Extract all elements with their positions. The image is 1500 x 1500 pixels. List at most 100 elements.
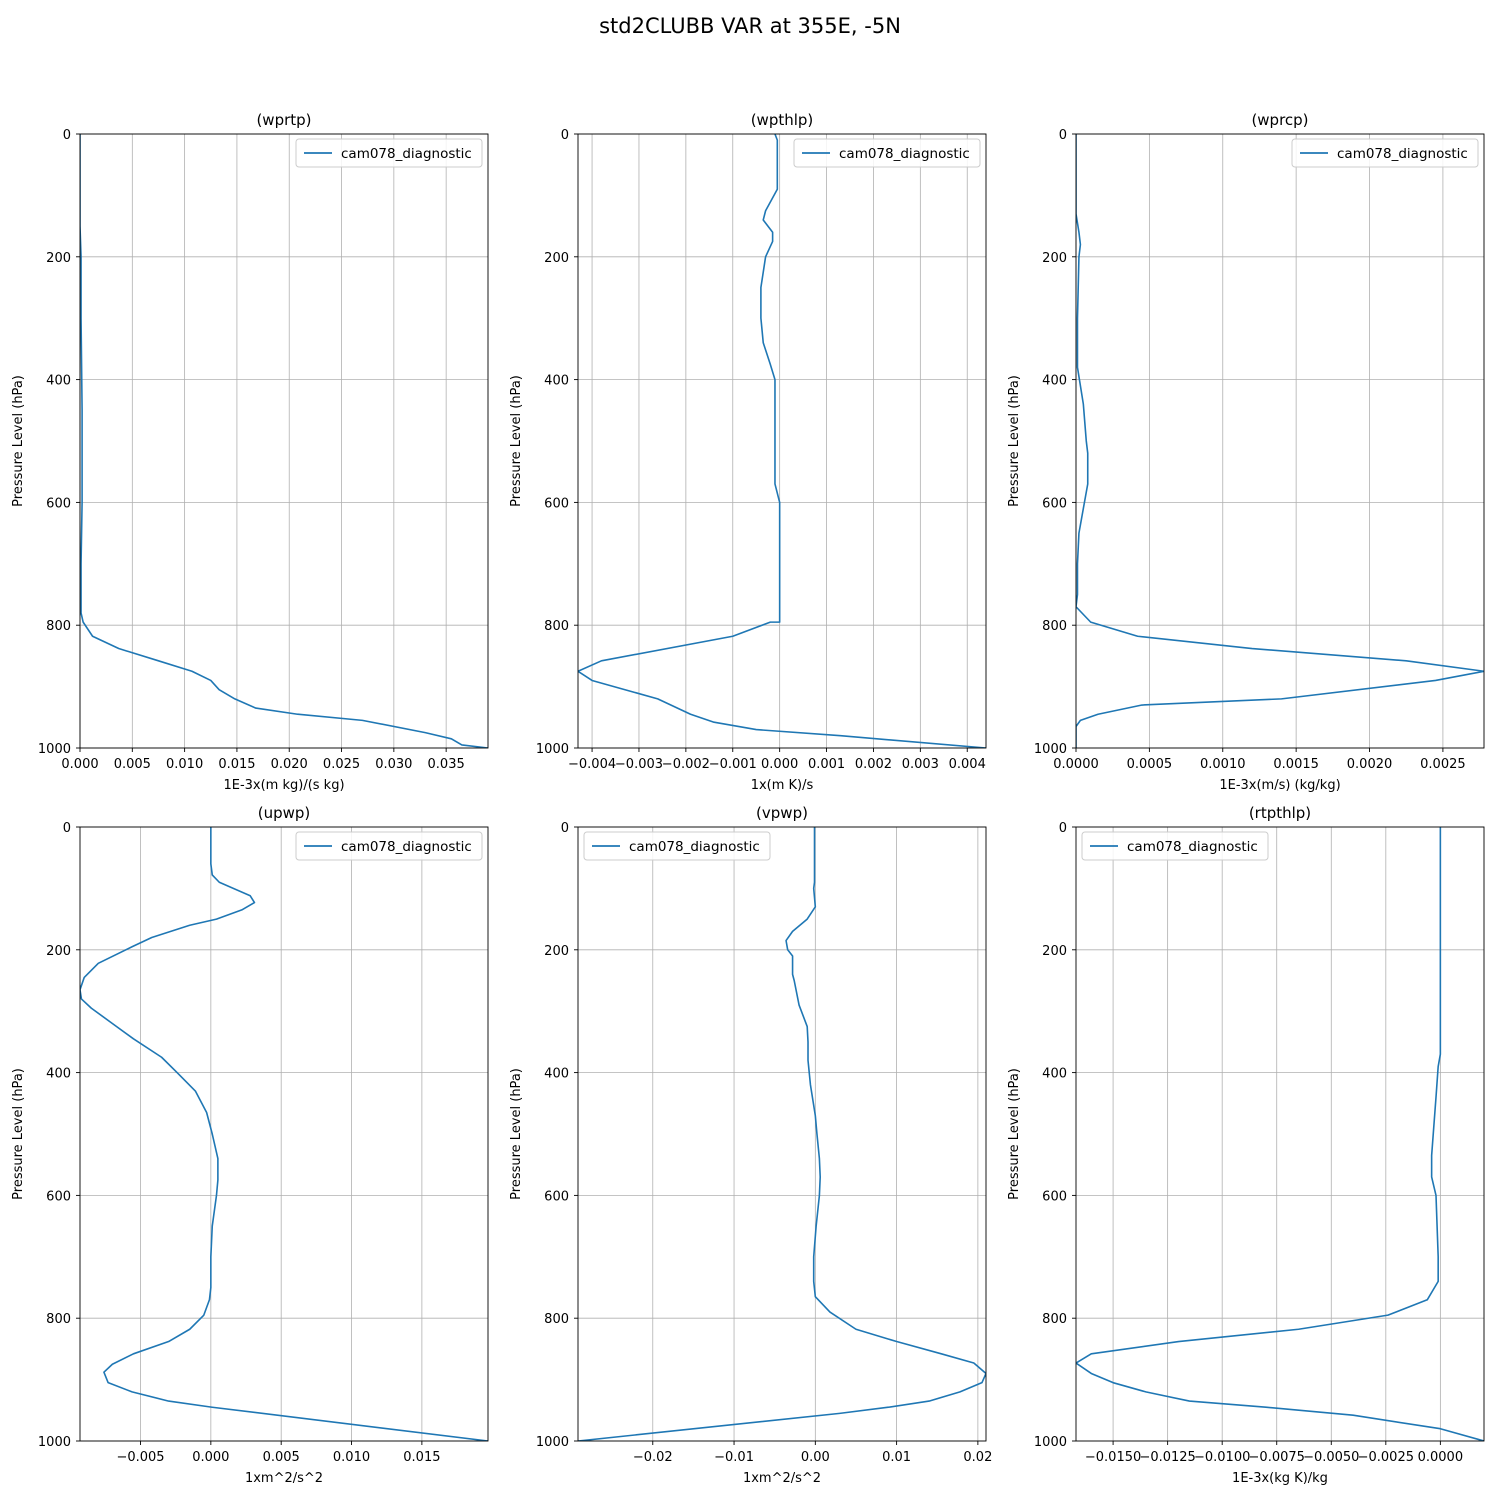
axes-frame [79,826,489,1442]
y-tick-label: 600 [46,1189,71,1204]
y-tick-label: 400 [544,374,569,389]
legend-label: cam078_diagnostic [341,146,472,162]
y-tick-label: 600 [544,496,569,511]
subplot-title: (rtpthlp) [1249,804,1311,822]
legend-box [295,831,483,861]
y-tick-label: 400 [46,1067,71,1082]
x-tick-label: 0.000 [61,757,98,772]
y-tick-label: 1000 [536,1435,569,1450]
x-tick-label: −0.0125 [1139,1450,1195,1465]
x-tick-label: −0.0050 [1303,1450,1359,1465]
x-tick-label: 0.01 [882,1450,911,1465]
x-tick-label: −0.0025 [1358,1450,1414,1465]
x-tick-label: 0.005 [114,757,151,772]
legend-box [1291,138,1479,168]
y-tick-label: 600 [1042,1189,1067,1204]
x-tick-label: 0.0000 [1418,1450,1464,1465]
y-tick-label: 800 [544,1312,569,1327]
x-tick-label: 0.035 [428,757,465,772]
x-tick-label: 0.000 [761,757,798,772]
legend-box [793,138,981,168]
y-tick-label: 1000 [1034,1435,1067,1450]
y-tick-label: 200 [1042,251,1067,266]
x-tick-label: −0.01 [714,1450,754,1465]
y-tick-label: 600 [46,496,71,511]
legend-label: cam078_diagnostic [341,839,472,855]
x-axis-label: 1E-3x(m/s) (kg/kg) [1219,778,1340,793]
x-tick-label: 0.0020 [1347,757,1393,772]
x-tick-label: 0.0015 [1273,757,1319,772]
x-axis-label: 1E-3x(kg K)/kg [1232,1471,1328,1486]
y-tick-label: 600 [544,1189,569,1204]
legend: cam078_diagnostic [295,831,483,861]
legend-box [295,138,483,168]
y-tick-label: 400 [544,1067,569,1082]
x-tick-label: −0.02 [633,1450,673,1465]
y-tick-label: 800 [544,619,569,634]
legend: cam078_diagnostic [295,138,483,168]
y-tick-label: 600 [1042,496,1067,511]
x-axis-label: 1xm^2/s^2 [743,1471,821,1486]
subplot-vpwp: −0.02 −0.01 0.00 0.01 0.02 0 200 400 600 800 1000 (… [509,804,992,1486]
y-axis-label: Pressure Level (hPa) [11,375,26,507]
axes-frame [577,826,987,1442]
x-tick-label: 0.00 [801,1450,830,1465]
y-axis-label: Pressure Level (hPa) [1007,1068,1022,1200]
x-tick-label: 0.02 [963,1450,992,1465]
subplot-title: (upwp) [258,804,311,822]
y-tick-label: 800 [46,1312,71,1327]
y-tick-label: 200 [544,944,569,959]
series-line [1076,134,1484,748]
y-tick-label: 200 [1042,944,1067,959]
x-tick-label: −0.005 [116,1450,164,1465]
y-tick-label: 0 [1059,821,1067,836]
x-tick-label: 0.000 [192,1450,229,1465]
axes-frame [1075,133,1485,749]
x-tick-label: 0.003 [902,757,939,772]
legend-label: cam078_diagnostic [839,146,970,162]
y-tick-label: 400 [1042,1067,1067,1082]
x-tick-label: 0.001 [808,757,845,772]
x-tick-label: 0.004 [949,757,986,772]
legend: cam078_diagnostic [1291,138,1479,168]
x-tick-label: 0.0010 [1200,757,1246,772]
legend: cam078_diagnostic [1081,831,1269,861]
y-tick-label: 1000 [1034,742,1067,757]
series-line [578,134,986,748]
subplot-wpthlp: −0.004−0.003−0.002−0.001 0.000 0.001 0.002 0… [509,111,987,793]
x-tick-label: −0.003 [615,757,663,772]
y-axis-label: Pressure Level (hPa) [509,1068,524,1200]
y-tick-label: 1000 [536,742,569,757]
x-tick-label: −0.0150 [1085,1450,1141,1465]
subplot-title: (wprtp) [256,111,311,129]
y-tick-label: 1000 [38,742,71,757]
x-tick-label: 0.0000 [1053,757,1099,772]
x-tick-label: 0.015 [218,757,255,772]
series-line [80,827,488,1441]
legend: cam078_diagnostic [793,138,981,168]
axes-frame [79,133,489,749]
subplot-title: (wprcp) [1251,111,1308,129]
y-tick-label: 0 [561,821,569,836]
y-tick-label: 200 [46,944,71,959]
x-tick-label: −0.004 [568,757,616,772]
legend-box [583,831,771,861]
y-tick-label: 400 [1042,374,1067,389]
subplot-title: (wpthlp) [751,111,814,129]
y-tick-label: 0 [63,821,71,836]
legend-box [1081,831,1269,861]
x-tick-label: 0.020 [271,757,308,772]
y-tick-label: 0 [561,128,569,143]
subplot-title: (vpwp) [756,804,808,822]
axes-frame [577,133,987,749]
figure-title: std2CLUBB VAR at 355E, -5N [599,14,901,38]
axes-frame [1075,826,1485,1442]
y-axis-label: Pressure Level (hPa) [11,1068,26,1200]
y-tick-label: 400 [46,374,71,389]
x-axis-label: 1x(m K)/s [751,778,814,793]
y-tick-label: 0 [1059,128,1067,143]
y-axis-label: Pressure Level (hPa) [1007,375,1022,507]
y-tick-label: 800 [46,619,71,634]
y-axis-label: Pressure Level (hPa) [509,375,524,507]
